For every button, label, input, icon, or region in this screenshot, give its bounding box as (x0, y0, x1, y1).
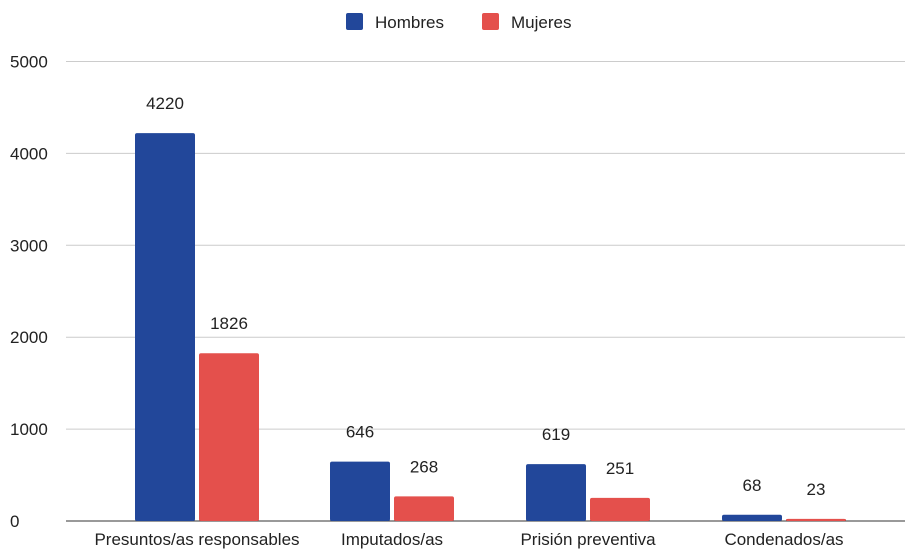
y-axis-ticks: 0 1000 2000 3000 4000 5000 (10, 53, 48, 532)
bar-hombres-0 (135, 133, 195, 521)
bar-mujeres-2 (590, 497, 650, 521)
y-tick-label-3000: 3000 (10, 236, 48, 255)
bar-hombres-3 (722, 514, 782, 521)
data-label-hombres-2: 619 (542, 425, 570, 444)
y-tick-label-2000: 2000 (10, 328, 48, 347)
y-tick-label-0: 0 (10, 512, 19, 531)
data-label-mujeres-1: 268 (410, 457, 438, 476)
y-tick-label-1000: 1000 (10, 420, 48, 439)
legend-label-mujeres: Mujeres (511, 13, 571, 32)
data-label-mujeres-2: 251 (606, 459, 634, 478)
data-label-mujeres-3: 23 (807, 480, 826, 499)
bar-mujeres-3 (786, 518, 846, 521)
bar-hombres-2 (526, 464, 586, 521)
x-category-label-1: Imputados/as (341, 530, 443, 549)
bars (135, 133, 846, 521)
x-category-label-0: Presuntos/as responsables (94, 530, 299, 549)
data-labels: 4220 646 619 68 1826 268 251 23 (146, 94, 825, 499)
bar-mujeres-0 (199, 353, 259, 521)
y-tick-label-5000: 5000 (10, 53, 48, 72)
bar-hombres-1 (330, 461, 390, 521)
x-axis-categories: Presuntos/as responsables Imputados/as Pri… (94, 530, 843, 549)
data-label-hombres-1: 646 (346, 423, 374, 442)
data-label-mujeres-0: 1826 (210, 314, 248, 333)
legend-swatch-hombres (346, 13, 363, 30)
data-label-hombres-3: 68 (743, 476, 762, 495)
x-category-label-2: Prisión preventiva (520, 530, 656, 549)
bar-mujeres-1 (394, 496, 454, 521)
legend: Hombres Mujeres (346, 13, 571, 32)
legend-item-hombres: Hombres (346, 13, 444, 32)
x-category-label-3: Condenados/as (724, 530, 843, 549)
legend-label-hombres: Hombres (375, 13, 444, 32)
y-tick-label-4000: 4000 (10, 144, 48, 163)
legend-item-mujeres: Mujeres (482, 13, 571, 32)
legend-swatch-mujeres (482, 13, 499, 30)
data-label-hombres-0: 4220 (146, 94, 184, 113)
